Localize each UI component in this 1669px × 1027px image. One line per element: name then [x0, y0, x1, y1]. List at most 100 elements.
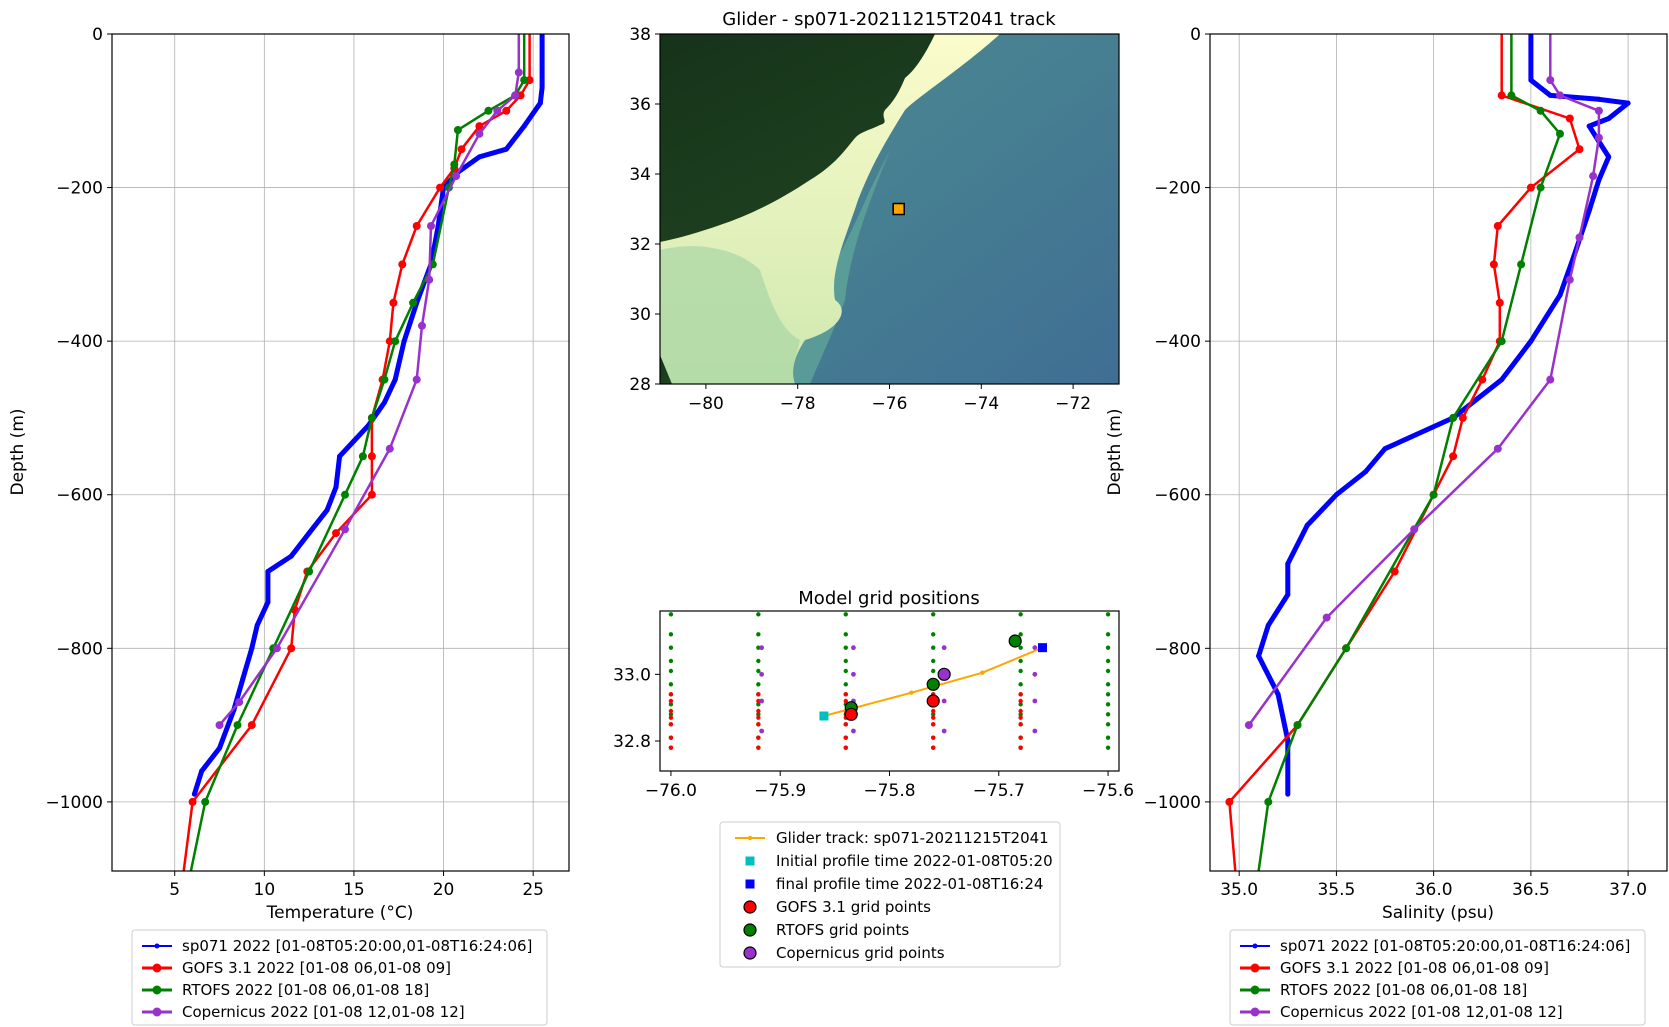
shelf-edge — [660, 246, 800, 384]
series-point — [341, 525, 349, 534]
series-point — [367, 413, 376, 422]
series-point — [1333, 492, 1339, 498]
legend-label: RTOFS 2022 [01-08 06,01-08 18] — [182, 981, 429, 999]
rtofs-grid-dot — [1018, 645, 1023, 650]
series-point — [199, 768, 205, 774]
grid-x-tick-label: −75.7 — [973, 781, 1025, 801]
legend-label: GOFS 3.1 2022 [01-08 06,01-08 09] — [1280, 959, 1549, 977]
series-point — [1264, 797, 1273, 806]
series-point — [358, 452, 367, 461]
copernicus-grid-dot — [1032, 728, 1038, 734]
map-y-tick-label: 30 — [629, 305, 651, 325]
series-point — [1625, 100, 1631, 106]
series-point — [249, 645, 255, 651]
gofs-grid-dot — [756, 722, 761, 727]
copernicus-grid-dot — [759, 728, 765, 734]
series-point — [215, 721, 224, 730]
initial-profile-marker — [819, 711, 829, 721]
rtofs-grid-dot — [843, 645, 848, 650]
grid-x-tick-label: −75.9 — [754, 781, 806, 801]
legend-label: GOFS 3.1 grid points — [776, 898, 931, 916]
series-point — [1586, 208, 1592, 214]
copernicus-grid-dot — [941, 728, 947, 734]
gofs-grid-dot — [1018, 722, 1023, 727]
map-y-tick-label: 32 — [629, 235, 651, 255]
glider-track-point — [909, 690, 914, 695]
series-point — [1497, 337, 1506, 346]
series-point — [1586, 123, 1592, 129]
rtofs-grid-dot — [843, 682, 848, 687]
series-point — [1528, 338, 1534, 344]
gofs-grid-dot — [843, 692, 848, 697]
rtofs-large-point — [1008, 634, 1022, 648]
rtofs-grid-dot — [1018, 712, 1023, 717]
series-point — [418, 321, 426, 330]
rtofs-grid-dot — [668, 668, 674, 674]
series-point — [1596, 96, 1602, 102]
series-point — [1497, 91, 1506, 100]
rtofs-grid-dot — [1105, 682, 1111, 687]
grid-title: Model grid positions — [798, 588, 979, 609]
map-x-tick-label: −76 — [872, 394, 908, 414]
series-point — [1565, 114, 1574, 123]
copernicus-grid-dot — [759, 698, 765, 704]
legend-marker — [1250, 963, 1260, 973]
y-tick-label: 0 — [92, 25, 103, 45]
grid-frame — [659, 610, 1120, 772]
series-point — [436, 183, 444, 192]
legend-marker — [1250, 1007, 1260, 1017]
rtofs-grid-dot — [668, 712, 674, 717]
series-point — [392, 377, 398, 383]
rtofs-grid-dot — [1105, 745, 1111, 750]
series-point — [476, 154, 482, 160]
series-point — [1546, 375, 1555, 384]
series-point — [1449, 452, 1458, 461]
rtofs-grid-dot — [1105, 722, 1111, 727]
rtofs-grid-dot — [1105, 658, 1111, 664]
gofs-grid-dot — [1018, 745, 1023, 750]
series-point — [493, 106, 502, 115]
legend-label: sp071 2022 [01-08T05:20:00,01-08T16:24:0… — [1280, 937, 1630, 955]
rtofs-grid-dot — [931, 668, 936, 674]
rtofs-grid-dot — [756, 658, 761, 664]
rtofs-grid-dot — [843, 632, 848, 637]
temperature-legend: sp071 2022 [01-08T05:20:00,01-08T16:24:0… — [131, 929, 548, 1026]
rtofs-grid-dot — [1018, 702, 1023, 707]
gofs-grid-dot — [668, 722, 674, 727]
rtofs-grid-dot — [668, 682, 674, 687]
rtofs-grid-dot — [756, 712, 761, 717]
gofs-grid-dot — [756, 745, 761, 750]
series-point — [1556, 91, 1564, 100]
rtofs-grid-dot — [1018, 658, 1023, 664]
series-point — [1517, 260, 1526, 269]
series-point — [1225, 797, 1234, 806]
gofs-grid-dot — [668, 735, 674, 740]
map-y-tick-label: 34 — [629, 165, 651, 185]
grid-y-tick-label: 33.0 — [613, 665, 651, 685]
series-point — [1575, 145, 1584, 154]
rtofs-grid-dot — [1018, 612, 1023, 617]
series-point — [1557, 292, 1563, 298]
series-point — [380, 375, 389, 384]
rtofs-grid-dot — [1105, 692, 1111, 697]
glider-marker — [892, 202, 905, 216]
rtofs-grid-dot — [1105, 645, 1111, 650]
series-point — [452, 172, 461, 181]
gofs-grid-dot — [756, 735, 761, 740]
gofs-grid-dot — [931, 722, 936, 727]
grid-legend: Glider track: sp071-20211215T2041 Initial… — [719, 821, 1061, 968]
rtofs-grid-dot — [668, 645, 674, 650]
gofs-grid-dot — [668, 715, 674, 720]
series-point — [288, 553, 294, 559]
series-point — [475, 122, 484, 131]
rtofs-grid-dot — [756, 668, 761, 674]
temperature-series — [182, 34, 545, 871]
rtofs-grid-dot — [843, 612, 848, 617]
series-point — [341, 490, 349, 499]
series-point — [502, 106, 511, 115]
glider-track-map: Glider - sp071-20211215T2041 track −80 −7… — [629, 9, 1120, 414]
temperature-plot-frame — [111, 33, 570, 872]
salinity-xlabel: Salinity (psu) — [1382, 903, 1494, 923]
glider-track-line — [823, 646, 1043, 717]
series-point — [401, 338, 407, 344]
